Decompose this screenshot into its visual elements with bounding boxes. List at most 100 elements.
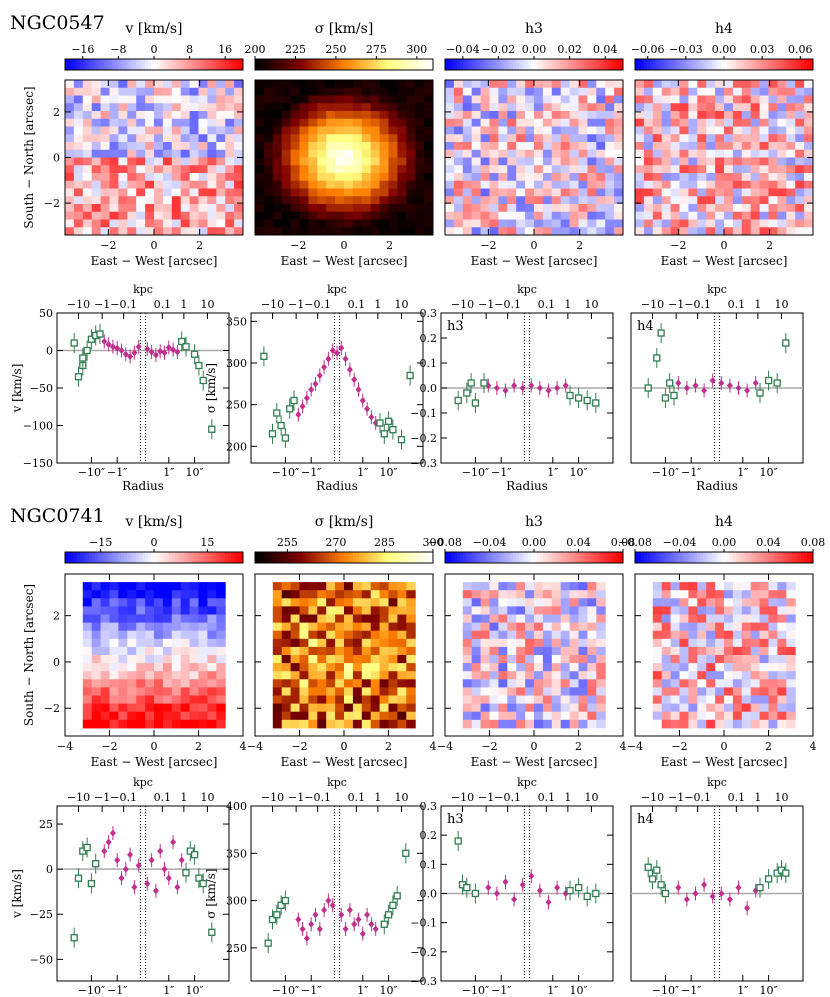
map-pixel [299,111,309,120]
map-pixel [445,211,455,220]
kpc-axis-label: kpc [517,776,537,789]
map-pixel [715,582,725,591]
inner-point [502,878,509,886]
outer-point [764,376,773,385]
profile-y-tick-label: 200 [226,440,247,453]
map-pixel [786,582,796,591]
map-x-tick-label: 2 [386,239,393,252]
colorbar-cell [738,59,743,70]
map-pixel [697,173,707,182]
map-pixel [534,103,544,112]
map-pixel [715,118,725,127]
map-pixel [225,211,235,220]
map-pixel [379,598,389,607]
map-pixel [643,111,654,120]
map-pixel [777,126,787,135]
map-pixel [127,679,137,688]
map-pixel [299,134,309,143]
colorbar-cell [159,59,164,70]
kpc-tick-label: −1 [478,791,494,804]
map-pixel [91,711,102,721]
map-y-tick-label: 2 [53,106,60,119]
profile-y-tick-label: 350 [226,315,247,328]
colorbar-cell [536,59,541,70]
map-pixel [759,646,769,656]
map-pixel [560,590,571,599]
inner-point [511,895,518,903]
map-pixel [453,80,464,89]
map-pixel [786,149,796,158]
colorbar-cell [747,59,752,70]
map-pixel [352,165,363,174]
map-pixel [308,165,318,174]
map-pixel [234,157,244,166]
map-pixel [397,614,407,624]
map-pixel [326,695,336,705]
map-pixel [453,111,464,120]
map-pixel [777,614,787,624]
map-pixel [308,173,318,182]
map-pixel [370,111,381,120]
map-pixel [768,606,778,615]
colorbar-cell [542,552,547,563]
colorbar-cell [703,552,707,563]
map-pixel [65,118,75,127]
profile-y-tick-label: 300 [226,357,247,370]
map-pixel [290,590,300,599]
map-pixel [795,165,805,174]
map-x-tick-label: 4 [810,740,817,753]
map-pixel [397,103,407,112]
map-pixel [118,157,128,166]
map-pixel [498,655,508,664]
map-pixel [225,196,235,205]
map-pixel [732,103,743,112]
map-pixel [759,606,769,615]
map-pixel [109,157,119,166]
map-pixel [65,165,75,174]
colorbar-cell [314,552,318,563]
map-pixel [516,663,526,672]
map-pixel [453,211,464,220]
map-pixel [352,630,363,640]
colorbar-cell [106,59,110,70]
map-pixel [145,219,155,228]
map-pixel [180,590,191,599]
colorbar-cell [560,59,565,70]
colorbar-cell [682,552,686,563]
map-pixel [750,149,761,158]
map-pixel [777,671,787,680]
map-pixel [786,679,796,688]
map-pixel [480,80,490,89]
inner-point [346,366,353,374]
map-pixel [507,204,517,213]
kpc-tick-label: 0.1 [348,791,366,804]
colorbar-cell [406,552,410,563]
map-pixel [614,149,624,158]
map-pixel [534,703,544,713]
colorbar-cell [789,552,793,563]
map-pixel [326,655,336,664]
map-pixel [445,165,455,174]
inner-point [131,883,138,891]
map-pixel [370,219,381,228]
map-pixel [471,134,482,143]
map-pixel [118,655,128,664]
map-pixel [635,227,645,236]
map-pixel [326,103,336,112]
colorbar-cell [341,552,345,563]
map-pixel [352,703,363,713]
inner-point [511,382,518,389]
outer-point [463,884,471,892]
profile-y-tick-label: 250 [226,942,247,955]
map-pixel [453,173,464,182]
map-pixel [207,180,217,189]
map-pixel [136,663,146,672]
map-pixel [207,95,217,104]
map-pixel [525,118,535,127]
map-pixel [397,671,407,680]
colorbar-cell [391,59,395,70]
map-pixel [198,590,208,599]
map-pixel [741,638,752,648]
map-pixel [569,638,579,648]
